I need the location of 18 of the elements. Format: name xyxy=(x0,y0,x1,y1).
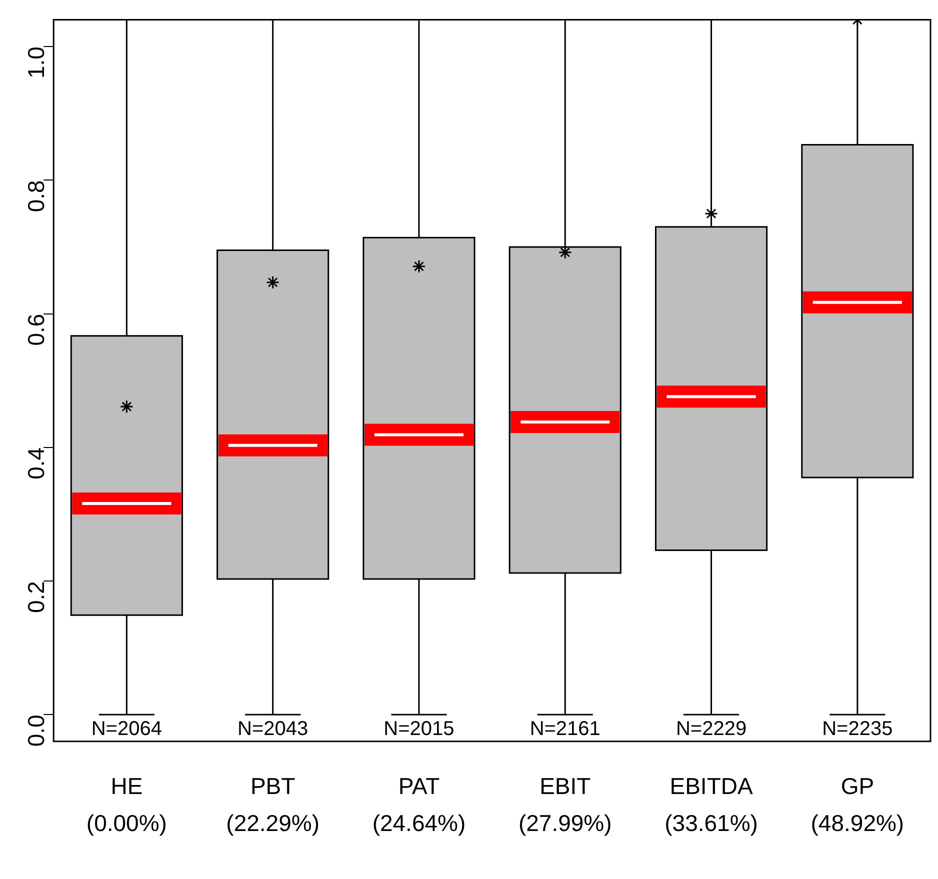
y-tick-label: 0.8 xyxy=(22,180,49,212)
x-tick-label: GP (48.92%) xyxy=(810,773,904,836)
annotation: N=2064 xyxy=(91,718,162,740)
x-tick-label: EBIT (27.99%) xyxy=(518,773,612,836)
annotation: N=2161 xyxy=(530,718,600,740)
y-tick-label: 0.2 xyxy=(22,581,49,614)
x-tick-label: PBT (22.29%) xyxy=(226,773,320,836)
y-tick-label: 1.0 xyxy=(22,46,49,79)
annotation: N=2229 xyxy=(676,718,747,740)
y-tick-label: 0.6 xyxy=(22,314,49,346)
x-tick-label: HE (0.00%) xyxy=(86,773,167,836)
x-tick-label: EBITDA (33.61%) xyxy=(664,773,758,836)
annotation: N=2015 xyxy=(384,718,454,740)
y-tick-label: 0.0 xyxy=(22,714,49,747)
x-tick-label: PAT (24.64%) xyxy=(372,773,466,836)
annotation: N=2235 xyxy=(822,718,893,740)
y-tick-label: 0.4 xyxy=(22,447,49,480)
annotation: N=2043 xyxy=(238,718,308,740)
